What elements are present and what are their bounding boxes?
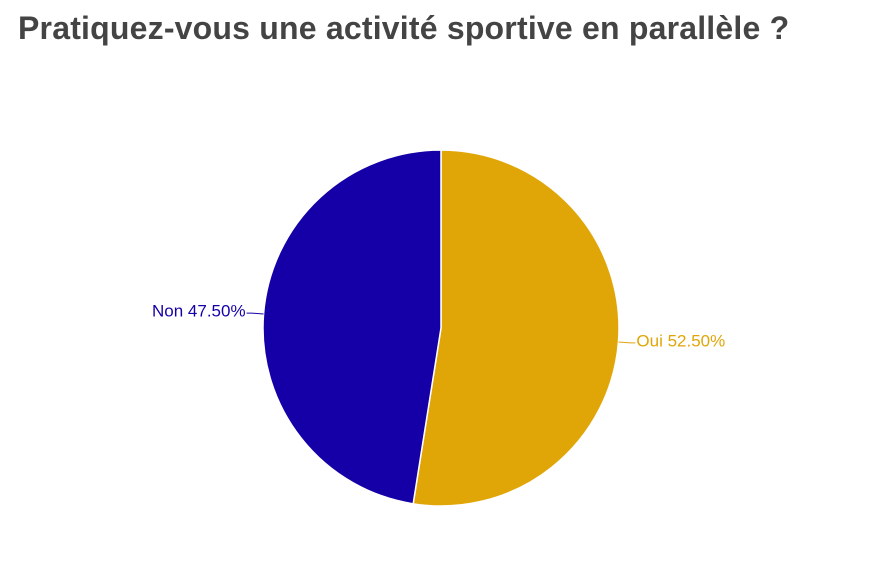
pie-slice-oui [412, 149, 620, 507]
leader-line-non [246, 312, 264, 315]
chart-title: Pratiquez-vous une activité sportive en … [18, 10, 790, 46]
pie-slice-non [262, 149, 442, 505]
slice-label-non: Non 47.50% [152, 302, 246, 321]
pie-labels: Oui 52.50% Non 47.50% [152, 302, 725, 351]
pie-slices [262, 149, 620, 507]
leader-line-oui [618, 341, 636, 344]
slice-label-oui: Oui 52.50% [636, 331, 725, 350]
pie-leader-lines [246, 312, 636, 344]
